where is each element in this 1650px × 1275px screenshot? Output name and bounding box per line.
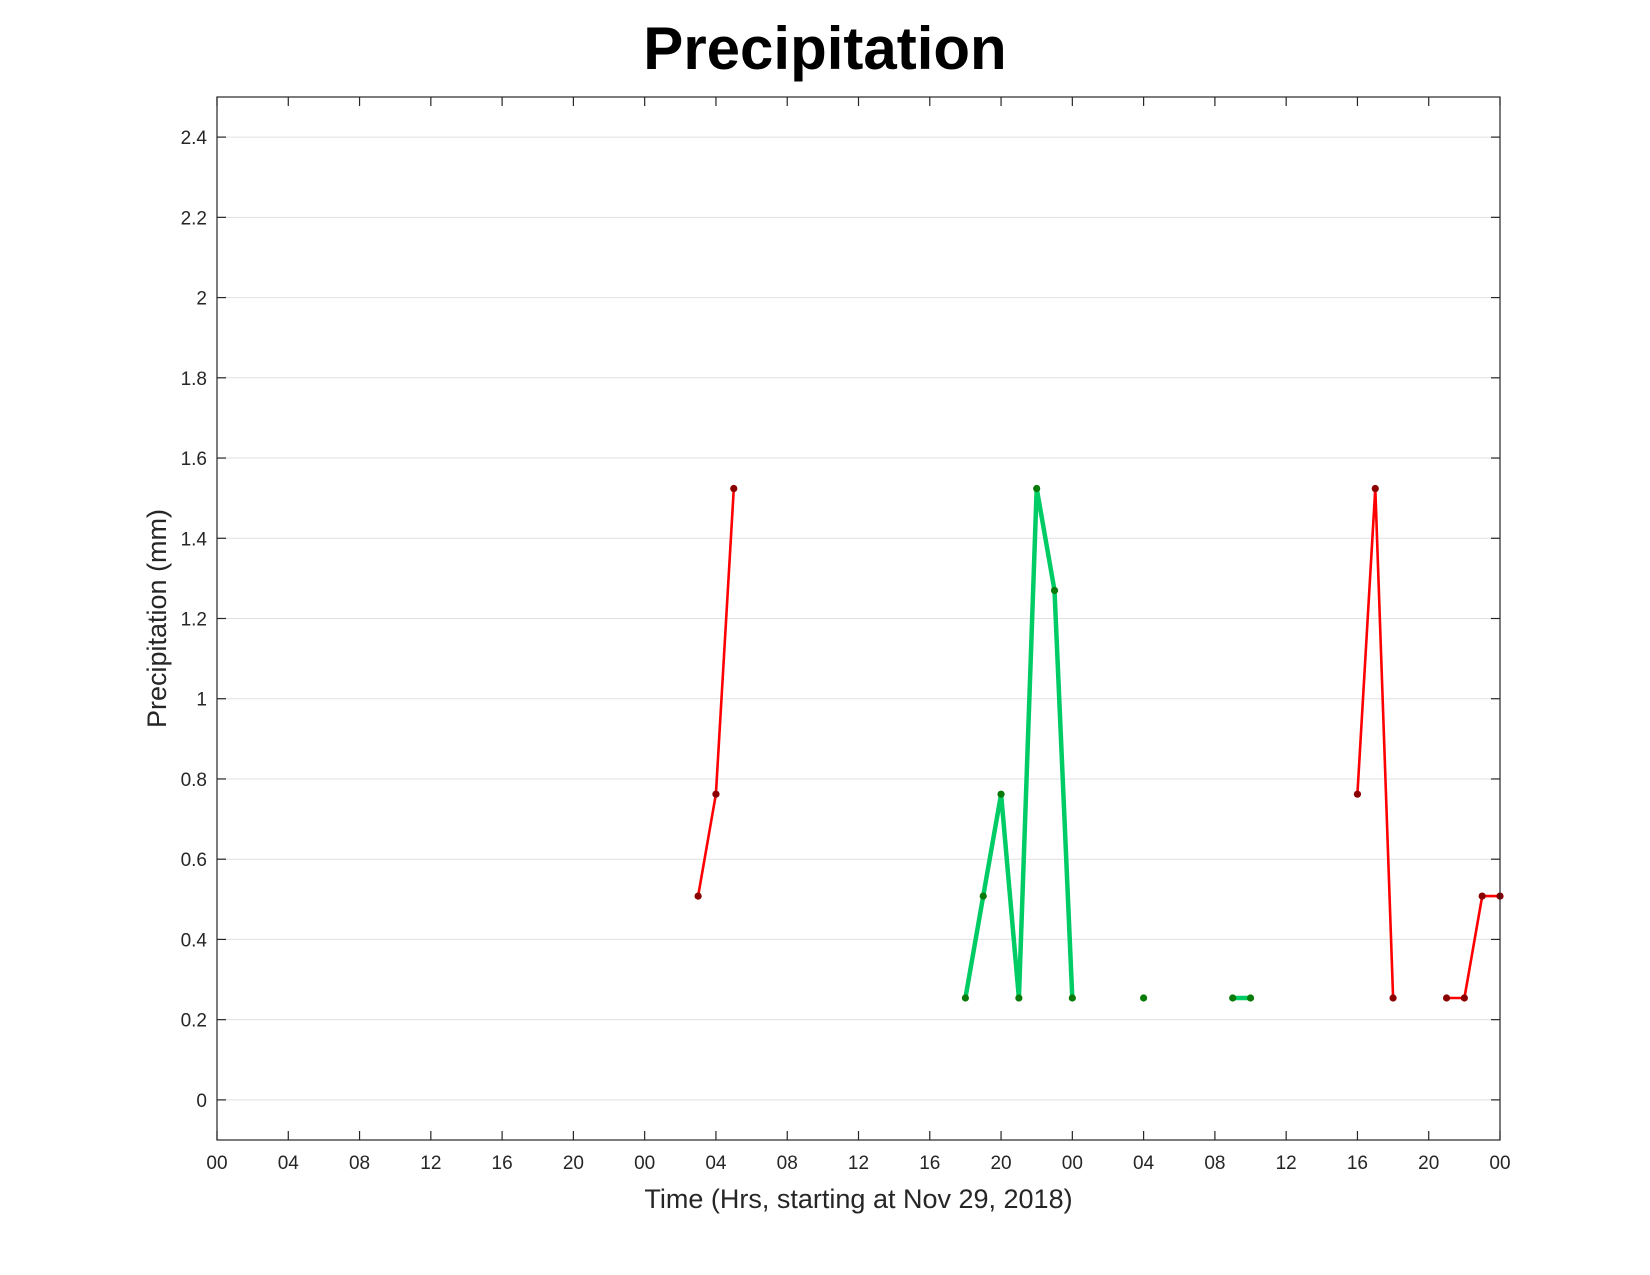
data-point (1068, 994, 1076, 1002)
data-point (694, 892, 702, 900)
axis-ticks (216, 97, 1501, 1140)
data-point (1050, 586, 1059, 595)
x-tick-label: 08 (1204, 1153, 1225, 1174)
x-tick-label: 12 (848, 1153, 869, 1174)
x-axis-label: Time (Hrs, starting at Nov 29, 2018) (644, 1184, 1072, 1214)
x-tick-label: 00 (1489, 1153, 1510, 1174)
y-tick-label: 0.8 (181, 770, 207, 791)
y-tick-label: 1 (196, 690, 207, 711)
x-tick-label: 04 (1133, 1153, 1155, 1174)
y-tick-labels: 0 0.2 0.4 0.6 0.8 1 1.2 1.4 1.6 1.8 2 2.2 2.4 (181, 128, 208, 1112)
chart-title: Precipitation (643, 15, 1007, 82)
data-point (1442, 994, 1451, 1002)
y-tick-label: 2.4 (181, 128, 208, 149)
series-line (1445, 894, 1502, 1000)
x-tick-label: 00 (1062, 1153, 1083, 1174)
y-tick-label: 2.2 (181, 208, 207, 229)
x-tick-label: 04 (278, 1153, 300, 1174)
data-point (712, 790, 720, 798)
y-tick-label: 0 (196, 1091, 207, 1112)
y-tick-label: 1.4 (181, 529, 208, 550)
data-point (1478, 892, 1486, 900)
series-line (1356, 487, 1395, 1000)
x-tick-label: 16 (1347, 1153, 1368, 1174)
x-tick-label: 12 (420, 1153, 441, 1174)
data-point (730, 484, 738, 493)
series-line (963, 486, 1075, 1001)
x-tick-label: 08 (349, 1153, 370, 1174)
data-point (1353, 790, 1362, 798)
x-tick-label: 20 (563, 1153, 584, 1174)
y-tick-label: 0.6 (181, 850, 207, 871)
data-point (1229, 994, 1237, 1002)
x-tick-label: 04 (705, 1153, 727, 1174)
x-tick-label: 20 (990, 1153, 1011, 1174)
x-tick-label: 16 (492, 1153, 513, 1174)
data-point (1033, 484, 1041, 493)
y-tick-label: 2 (196, 289, 207, 310)
x-tick-label: 00 (206, 1153, 227, 1174)
data-point (1371, 484, 1379, 493)
data-point (997, 790, 1005, 798)
data-point (1389, 994, 1397, 1002)
x-tick-labels: 00 04 08 12 16 20 00 04 08 12 16 20 00 04 08 12 16 20 00 (206, 1153, 1510, 1174)
data-point (1460, 994, 1468, 1002)
data-point (961, 994, 970, 1002)
grid-lines (217, 136, 1500, 1101)
y-tick-label: 1.8 (181, 369, 207, 390)
y-tick-label: 0.4 (181, 930, 208, 951)
x-tick-label: 00 (634, 1153, 655, 1174)
data-point (979, 892, 987, 900)
y-axis-label: Precipitation (mm) (142, 509, 172, 728)
data-point (1015, 994, 1023, 1002)
y-tick-label: 1.6 (181, 449, 207, 470)
x-tick-label: 08 (777, 1153, 798, 1174)
data-point (1140, 994, 1148, 1002)
series-line (696, 487, 736, 898)
x-tick-label: 12 (1276, 1153, 1297, 1174)
data-point (1246, 994, 1255, 1002)
series-layer (694, 484, 1504, 1002)
x-tick-label: 20 (1418, 1153, 1439, 1174)
x-tick-label: 16 (919, 1153, 940, 1174)
y-tick-label: 0.2 (181, 1011, 207, 1032)
y-tick-label: 1.2 (181, 610, 207, 631)
